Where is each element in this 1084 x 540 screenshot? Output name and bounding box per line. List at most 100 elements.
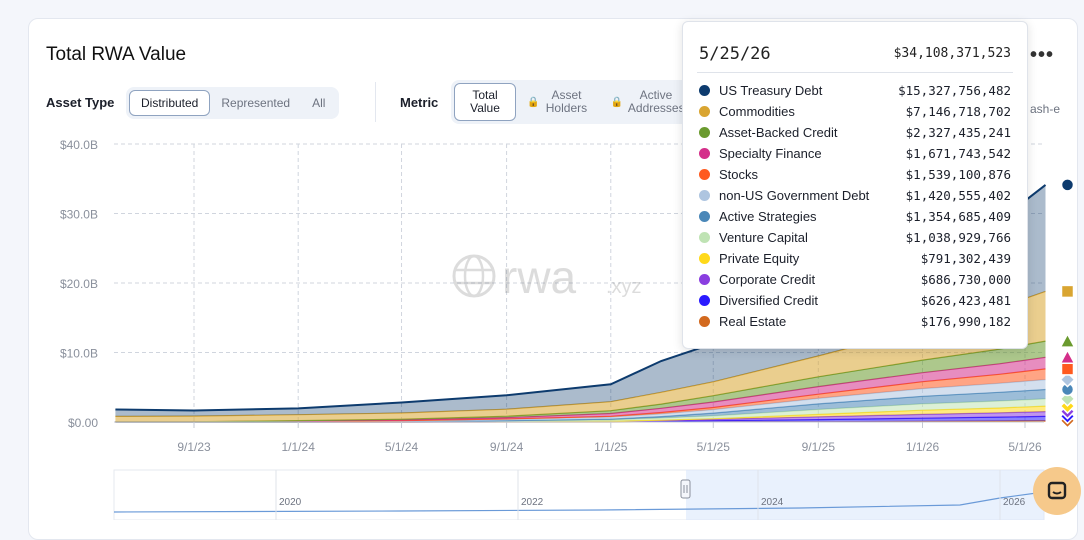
area-series xyxy=(115,291,1046,422)
metric-active-addresses[interactable]: 🔒 Active Addresses xyxy=(599,84,694,120)
legend-dot xyxy=(699,106,710,117)
lock-icon: 🔒 xyxy=(527,96,540,108)
tooltip-row: Asset-Backed Credit $2,327,435,241 xyxy=(699,122,1011,143)
x-tick-label: 9/1/23 xyxy=(177,440,211,454)
tooltip-row: Specialty Finance $1,671,743,542 xyxy=(699,143,1011,164)
x-tick-label: 9/1/25 xyxy=(802,440,836,454)
x-tick-label: 1/1/26 xyxy=(906,440,940,454)
lock-icon: 🔒 xyxy=(610,96,623,108)
chat-icon xyxy=(1047,481,1067,500)
series-value: $791,302,439 xyxy=(920,251,1011,266)
series-name: Active Strategies xyxy=(719,209,817,224)
page-title: Total RWA Value xyxy=(46,44,187,65)
legend-dot xyxy=(699,148,710,159)
series-value: $15,327,756,482 xyxy=(898,83,1011,98)
series-value: $1,539,100,876 xyxy=(905,167,1011,182)
asset-type-represented[interactable]: Represented xyxy=(221,95,291,110)
navigator-label: 2022 xyxy=(521,497,544,508)
toolbar-divider xyxy=(375,82,376,122)
tooltip-row: Diversified Credit $626,423,481 xyxy=(699,290,1011,311)
series-end-marker xyxy=(1059,390,1076,407)
x-tick-label: 9/1/24 xyxy=(490,440,524,454)
x-tick-label: 5/1/25 xyxy=(697,440,731,454)
metric-label: Metric xyxy=(400,95,439,110)
navigator: 2020 2022 2024 2026 xyxy=(113,469,1045,520)
series-value: $686,730,000 xyxy=(920,272,1011,287)
tooltip-row: Commodities $7,146,718,702 xyxy=(699,101,1011,122)
metric-total-value[interactable]: Total Value xyxy=(454,83,516,121)
series-value: $2,327,435,241 xyxy=(905,125,1011,140)
series-value: $626,423,481 xyxy=(920,293,1011,308)
axis-layer: $0.00 $10.0B $20.0B $30.0B $40.0B 9/1/23 1/1/2… xyxy=(60,138,1044,454)
asset-type-all[interactable]: All xyxy=(312,95,326,110)
series-end-marker xyxy=(1059,348,1076,365)
marker-layer xyxy=(1059,178,1076,429)
navigator-label: 2026 xyxy=(1003,497,1026,508)
legend-dot xyxy=(699,211,710,222)
series-value: $1,038,929,766 xyxy=(905,230,1011,245)
series-name: Specialty Finance xyxy=(719,146,822,161)
y-tick-label: $20.0B xyxy=(60,277,98,291)
y-tick-label: $40.0B xyxy=(60,138,98,152)
series-name: Private Equity xyxy=(719,251,800,266)
metric-selector: Total Value 🔒 Asset Holders 🔒 Active Add… xyxy=(451,80,698,124)
asset-type-label: Asset Type xyxy=(46,95,115,110)
tooltip-row: non-US Government Debt $1,420,555,402 xyxy=(699,185,1011,206)
metric-clipped-option[interactable]: ash-e xyxy=(1030,102,1061,116)
navigator-selection xyxy=(686,470,1044,520)
series-value: $1,671,743,542 xyxy=(905,146,1011,161)
legend-dot xyxy=(699,274,710,285)
tooltip-row: Real Estate $176,990,182 xyxy=(699,311,1011,332)
series-name: Real Estate xyxy=(719,314,787,329)
tooltip-row: US Treasury Debt $15,327,756,482 xyxy=(699,80,1011,101)
watermark-brand: rwa xyxy=(502,251,577,303)
legend-dot xyxy=(699,295,710,306)
legend-dot xyxy=(699,232,710,243)
tooltip-date: 5/25/26 xyxy=(699,44,771,64)
series-name: Diversified Credit xyxy=(719,293,818,308)
metric-asset-holders[interactable]: 🔒 Asset Holders xyxy=(516,84,599,120)
series-value: $7,146,718,702 xyxy=(905,104,1011,119)
watermark-suffix: .xyz xyxy=(606,276,642,298)
tooltip-row: Active Strategies $1,354,685,409 xyxy=(699,206,1011,227)
tooltip-row: Venture Capital $1,038,929,766 xyxy=(699,227,1011,248)
tooltip-rows: US Treasury Debt $15,327,756,482 Commoditi… xyxy=(699,80,1011,332)
y-tick-label: $0.00 xyxy=(68,416,98,430)
y-tick-label: $10.0B xyxy=(60,347,98,361)
chat-button[interactable] xyxy=(1033,467,1081,515)
series-end-marker xyxy=(1059,332,1076,348)
legend-dot xyxy=(699,169,710,180)
more-options-icon[interactable]: ••• xyxy=(1030,44,1055,66)
series-end-marker xyxy=(1059,371,1076,388)
series-name: Commodities xyxy=(719,104,795,119)
navigator-handle[interactable] xyxy=(680,479,691,499)
area-series xyxy=(115,379,1046,422)
series-value: $176,990,182 xyxy=(920,314,1011,329)
tooltip-row: Corporate Credit $686,730,000 xyxy=(699,269,1011,290)
area-series xyxy=(115,416,1046,422)
series-value: $1,354,685,409 xyxy=(905,209,1011,224)
series-name: US Treasury Debt xyxy=(719,83,823,98)
legend-dot xyxy=(699,253,710,264)
asset-type-selector: Distributed Represented All xyxy=(126,87,340,119)
tooltip-row: Private Equity $791,302,439 xyxy=(699,248,1011,269)
navigator-label: 2024 xyxy=(761,497,784,508)
series-name: non-US Government Debt xyxy=(719,188,870,203)
series-end-marker xyxy=(1060,284,1075,299)
series-end-marker xyxy=(1060,362,1075,376)
series-end-marker xyxy=(1060,178,1075,192)
tooltip-total: $34,108,371,523 xyxy=(893,46,1011,61)
globe-icon xyxy=(452,254,496,298)
series-name: Venture Capital xyxy=(719,230,808,245)
tooltip-row: Stocks $1,539,100,876 xyxy=(699,164,1011,185)
navigator-label: 2020 xyxy=(279,497,302,508)
series-name: Asset-Backed Credit xyxy=(719,125,838,140)
x-tick-label: 1/1/24 xyxy=(282,440,316,454)
tooltip-divider xyxy=(697,72,1013,73)
legend-dot xyxy=(699,190,710,201)
metric-active-addresses-label: Active Addresses xyxy=(627,88,685,115)
watermark: rwa .xyz xyxy=(452,251,642,303)
x-tick-label: 5/1/24 xyxy=(385,440,419,454)
series-name: Stocks xyxy=(719,167,759,182)
asset-type-distributed[interactable]: Distributed xyxy=(129,90,211,116)
